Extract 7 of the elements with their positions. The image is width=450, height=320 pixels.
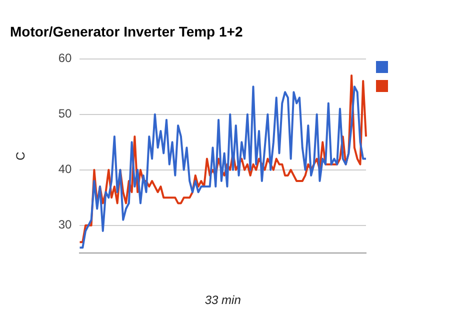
y-axis-title: C xyxy=(14,151,28,160)
chart-title: Motor/Generator Inverter Temp 1+2 xyxy=(10,23,243,40)
x-axis-title: 33 min xyxy=(204,293,242,308)
y-tick-label: 40 xyxy=(58,162,72,176)
y-tick-label: 30 xyxy=(58,218,72,232)
y-tick-label: 50 xyxy=(58,106,72,121)
y-tick-label: 60 xyxy=(58,51,72,66)
